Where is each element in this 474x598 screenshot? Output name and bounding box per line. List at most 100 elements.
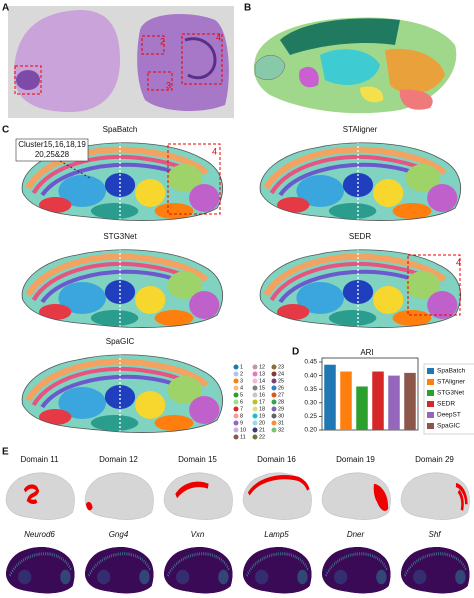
- y-tick-label: 0.40: [304, 372, 317, 379]
- gene-title: Neurod6: [24, 530, 55, 539]
- region-box: [167, 143, 221, 215]
- cluster-map: [260, 245, 460, 330]
- region-box: [407, 254, 461, 316]
- legend-marker: [252, 378, 258, 384]
- legend-marker: [252, 371, 258, 377]
- legend-marker: [233, 434, 239, 440]
- legend-label: 24: [278, 371, 284, 377]
- region-label: 4: [216, 32, 221, 42]
- legend-label: SpaGIC: [437, 423, 460, 430]
- legend-marker: [271, 364, 277, 370]
- gene-expression-map: [85, 547, 154, 594]
- tissue-section: [137, 14, 229, 112]
- gene-title: Shf: [428, 530, 441, 539]
- legend-label: 14: [259, 378, 265, 384]
- domain-title: Domain 15: [178, 455, 217, 464]
- legend-label: 15: [259, 385, 265, 391]
- legend-marker: [252, 427, 258, 433]
- tissue-structure: [16, 70, 40, 90]
- legend-label: 7: [240, 406, 243, 412]
- panel-label: E: [2, 447, 9, 458]
- y-tick-label: 0.35: [304, 386, 317, 393]
- region-label: 3: [166, 80, 171, 90]
- legend-label: SpaBatch: [437, 368, 466, 375]
- legend-marker: [271, 392, 277, 398]
- region-label: 4: [212, 146, 217, 156]
- domain-region: [23, 484, 40, 504]
- domain-title: Domain 19: [336, 455, 375, 464]
- legend-label: 11: [240, 434, 246, 440]
- brain-3d: [253, 17, 457, 114]
- legend-label: 5: [240, 392, 243, 398]
- panel-label: A: [2, 3, 9, 14]
- legend-label: 31: [278, 420, 284, 426]
- domain-region: [247, 475, 310, 496]
- domain-title: Domain 29: [415, 455, 454, 464]
- legend-label: STAligner: [437, 379, 466, 386]
- y-tick-label: 0.20: [304, 427, 317, 434]
- region-label: 2: [160, 36, 165, 46]
- legend-label: 26: [278, 385, 284, 391]
- region-box: [141, 35, 165, 55]
- legend-label: DeepST: [437, 412, 461, 419]
- legend-label: 22: [259, 434, 265, 440]
- legend-swatch: [427, 401, 434, 407]
- legend-label: 8: [240, 413, 243, 419]
- tissue-structure: [184, 37, 217, 80]
- legend-label: 4: [240, 385, 243, 391]
- domain-highlight: [373, 483, 389, 511]
- legend-marker: [233, 364, 239, 370]
- annotation: 20,25&28: [35, 150, 70, 159]
- legend-marker: [252, 364, 258, 370]
- legend-label: 16: [259, 392, 265, 398]
- legend-marker: [233, 378, 239, 384]
- method-title: SpaGIC: [106, 337, 135, 346]
- legend-marker: [233, 427, 239, 433]
- domain-region: [455, 482, 468, 511]
- gene-expression-map: [6, 547, 75, 594]
- bar: [340, 371, 352, 430]
- legend-box: [423, 363, 474, 435]
- plot-frame: [321, 357, 419, 431]
- legend-label: SEDR: [437, 401, 455, 408]
- legend-marker: [233, 392, 239, 398]
- legend-swatch: [427, 423, 434, 429]
- legend-marker: [233, 420, 239, 426]
- annotation: Cluster15,16,18,19: [18, 140, 86, 149]
- legend-marker: [271, 420, 277, 426]
- annotation-line: [59, 160, 91, 179]
- legend-marker: [271, 406, 277, 412]
- legend-label: 10: [240, 427, 246, 433]
- domain-highlight: [175, 481, 209, 499]
- legend-label: 1: [240, 364, 243, 370]
- legend-label: 27: [278, 392, 284, 398]
- legend-marker: [252, 385, 258, 391]
- bar: [356, 386, 368, 430]
- gene-expression-map: [243, 547, 312, 594]
- legend-label: 29: [278, 406, 284, 412]
- gene-title: Vxn: [191, 530, 205, 539]
- cluster-map: [260, 138, 460, 223]
- domain-map: [401, 473, 470, 520]
- method-title: STAligner: [343, 125, 378, 134]
- method-title: STG3Net: [103, 232, 137, 241]
- bar: [372, 371, 384, 430]
- region-box: [14, 65, 42, 95]
- y-tick-label: 0.25: [304, 413, 317, 420]
- panel-label: B: [244, 3, 251, 14]
- legend-marker: [252, 420, 258, 426]
- domain-highlight: [85, 501, 93, 511]
- legend-marker: [271, 399, 277, 405]
- domain-title: Domain 12: [99, 455, 138, 464]
- region-box: [147, 71, 173, 91]
- legend-marker: [233, 385, 239, 391]
- legend-marker: [252, 434, 258, 440]
- domain-map: [6, 473, 75, 520]
- legend-label: 32: [278, 427, 284, 433]
- y-tick-label: 0.30: [304, 400, 317, 407]
- legend-label: 12: [259, 364, 265, 370]
- legend-marker: [252, 392, 258, 398]
- legend-marker: [252, 399, 258, 405]
- domain-map: [85, 473, 154, 520]
- legend-label: 6: [240, 399, 243, 405]
